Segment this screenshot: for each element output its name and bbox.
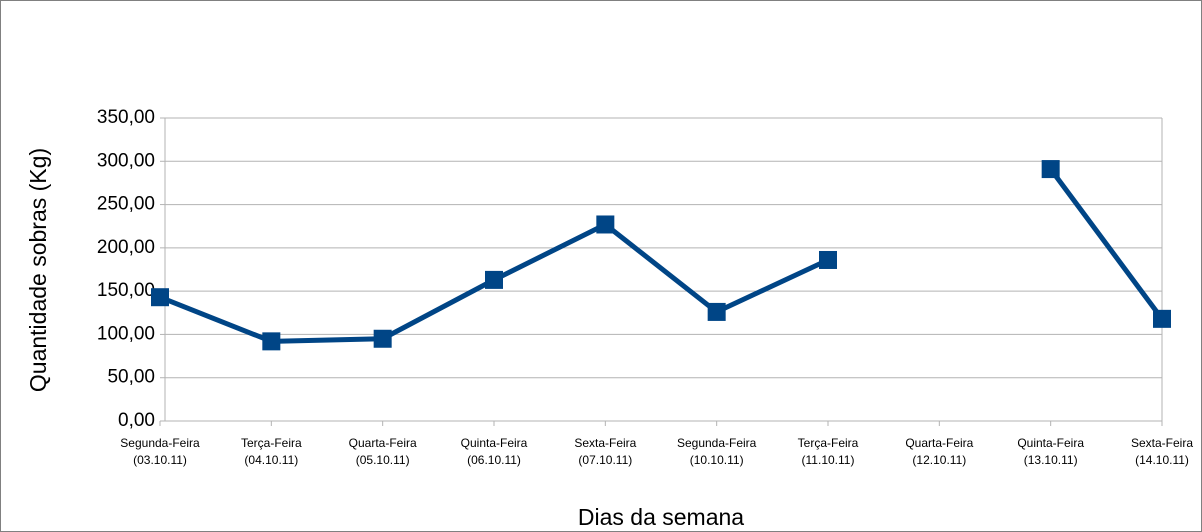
x-tick-label: Sexta-Feira bbox=[1131, 436, 1193, 450]
x-tick-label: (13.10.11) bbox=[1024, 453, 1078, 467]
x-tick-label: Terça-Feira bbox=[241, 436, 302, 450]
y-tick-label: 250,00 bbox=[97, 194, 155, 215]
y-tick-label: 100,00 bbox=[97, 323, 155, 344]
x-tick-label: (05.10.11) bbox=[356, 453, 410, 467]
point-marker bbox=[262, 332, 281, 351]
point-marker bbox=[373, 329, 392, 348]
point-marker bbox=[485, 270, 503, 289]
x-tick-label: (03.10.11) bbox=[133, 453, 187, 467]
y-tick-label: 200,00 bbox=[97, 237, 155, 258]
x-tick-label: Segunda-Feira bbox=[120, 436, 200, 450]
x-tick-label: Quarta-Feira bbox=[349, 436, 417, 450]
point-marker bbox=[151, 288, 169, 307]
y-tick-label: 300,00 bbox=[97, 150, 155, 171]
x-tick-label: (10.10.11) bbox=[690, 453, 744, 467]
x-tick-label: Quinta-Feira bbox=[461, 436, 528, 450]
x-tick-label: Sexta-Feira bbox=[574, 436, 636, 450]
y-tick-label: 50,00 bbox=[107, 367, 155, 388]
y-tick-label: 350,00 bbox=[97, 107, 155, 128]
x-tick-label: Terça-Feira bbox=[798, 436, 859, 450]
x-tick-label: Quarta-Feira bbox=[905, 436, 973, 450]
point-marker bbox=[819, 250, 837, 269]
point-marker bbox=[1153, 309, 1171, 328]
x-tick-label: (14.10.11) bbox=[1135, 453, 1189, 467]
y-tick-label: 150,00 bbox=[97, 280, 155, 301]
point-marker bbox=[707, 302, 726, 321]
x-tick-label: (11.10.11) bbox=[802, 453, 855, 467]
x-tick-label: Segunda-Feira bbox=[677, 436, 757, 450]
point-marker bbox=[1041, 160, 1060, 179]
x-axis-label: Dias da semana bbox=[578, 504, 744, 530]
x-tick-label: (06.10.11) bbox=[467, 453, 521, 467]
x-tick-label: (07.10.11) bbox=[578, 453, 632, 467]
x-tick-label: Quinta-Feira bbox=[1017, 436, 1084, 450]
x-tick-label: (04.10.11) bbox=[244, 453, 298, 467]
x-tick-label: (12.10.11) bbox=[912, 453, 966, 467]
point-marker bbox=[596, 215, 615, 234]
y-tick-label: 0,00 bbox=[118, 410, 155, 431]
y-axis-label: Quantidade sobras (Kg) bbox=[25, 148, 51, 392]
